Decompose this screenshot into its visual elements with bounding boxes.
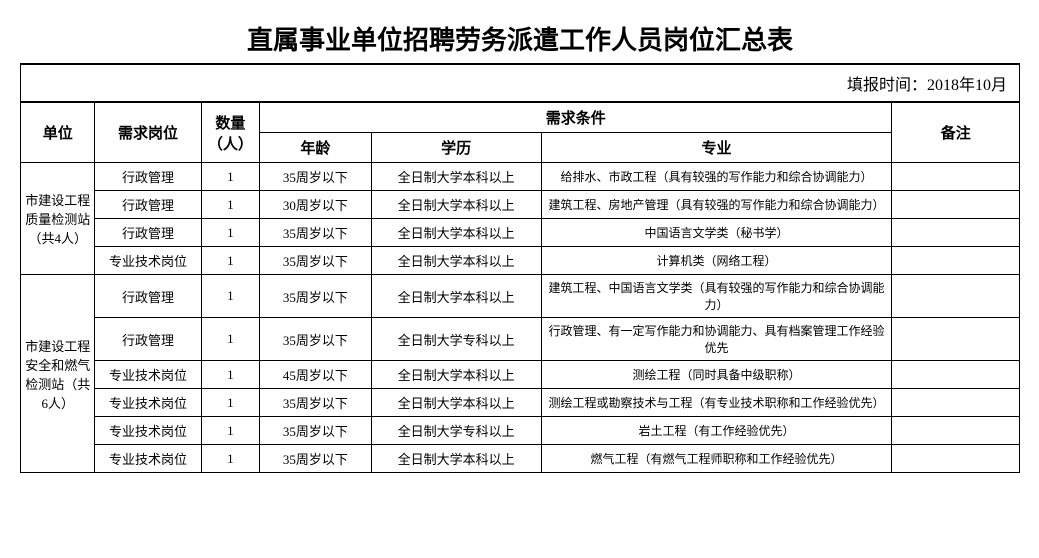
cell-qty: 1 <box>201 389 259 417</box>
cell-position: 专业技术岗位 <box>95 389 201 417</box>
th-qty: 数量（人） <box>201 103 259 163</box>
table-row: 专业技术岗位135周岁以下全日制大学专科以上岩土工程（有工作经验优先） <box>21 417 1020 445</box>
table-row: 专业技术岗位135周岁以下全日制大学本科以上计算机类（网络工程） <box>21 247 1020 275</box>
cell-note <box>892 445 1020 473</box>
cell-edu: 全日制大学本科以上 <box>371 163 541 191</box>
table-row: 专业技术岗位145周岁以下全日制大学本科以上测绘工程（同时具备中级职称） <box>21 361 1020 389</box>
cell-position: 行政管理 <box>95 163 201 191</box>
cell-note <box>892 191 1020 219</box>
cell-note <box>892 361 1020 389</box>
cell-major: 测绘工程或勘察技术与工程（有专业技术职称和工作经验优先） <box>541 389 892 417</box>
cell-note <box>892 163 1020 191</box>
cell-age: 35周岁以下 <box>260 163 372 191</box>
cell-major: 测绘工程（同时具备中级职称） <box>541 361 892 389</box>
cell-qty: 1 <box>201 318 259 361</box>
report-date-value: 2018年10月 <box>927 77 1007 94</box>
cell-note <box>892 318 1020 361</box>
cell-unit: 市建设工程安全和燃气检测站（共6人） <box>21 275 95 473</box>
cell-qty: 1 <box>201 247 259 275</box>
cell-major: 行政管理、有一定写作能力和协调能力、具有档案管理工作经验优先 <box>541 318 892 361</box>
cell-age: 35周岁以下 <box>260 389 372 417</box>
cell-edu: 全日制大学本科以上 <box>371 219 541 247</box>
th-conditions: 需求条件 <box>260 103 892 133</box>
table-row: 市建设工程质量检测站（共4人）行政管理135周岁以下全日制大学本科以上给排水、市… <box>21 163 1020 191</box>
cell-major: 燃气工程（有燃气工程师职称和工作经验优先） <box>541 445 892 473</box>
report-date-label: 填报时间： <box>847 77 927 94</box>
cell-qty: 1 <box>201 275 259 318</box>
cell-position: 专业技术岗位 <box>95 247 201 275</box>
cell-note <box>892 247 1020 275</box>
cell-major: 给排水、市政工程（具有较强的写作能力和综合协调能力） <box>541 163 892 191</box>
cell-position: 行政管理 <box>95 219 201 247</box>
table-row: 专业技术岗位135周岁以下全日制大学本科以上燃气工程（有燃气工程师职称和工作经验… <box>21 445 1020 473</box>
page-title: 直属事业单位招聘劳务派遣工作人员岗位汇总表 <box>20 20 1020 65</box>
cell-age: 35周岁以下 <box>260 247 372 275</box>
cell-edu: 全日制大学本科以上 <box>371 361 541 389</box>
cell-age: 30周岁以下 <box>260 191 372 219</box>
th-unit: 单位 <box>21 103 95 163</box>
th-note: 备注 <box>892 103 1020 163</box>
cell-qty: 1 <box>201 361 259 389</box>
th-education: 学历 <box>371 133 541 163</box>
cell-edu: 全日制大学专科以上 <box>371 417 541 445</box>
report-date-row: 填报时间：2018年10月 <box>20 65 1020 102</box>
th-position: 需求岗位 <box>95 103 201 163</box>
table-row: 行政管理130周岁以下全日制大学本科以上建筑工程、房地产管理（具有较强的写作能力… <box>21 191 1020 219</box>
cell-qty: 1 <box>201 219 259 247</box>
cell-position: 专业技术岗位 <box>95 417 201 445</box>
cell-major: 建筑工程、中国语言文学类（具有较强的写作能力和综合协调能力） <box>541 275 892 318</box>
cell-age: 35周岁以下 <box>260 445 372 473</box>
cell-position: 行政管理 <box>95 275 201 318</box>
cell-unit: 市建设工程质量检测站（共4人） <box>21 163 95 275</box>
cell-edu: 全日制大学本科以上 <box>371 389 541 417</box>
th-major: 专业 <box>541 133 892 163</box>
table-row: 行政管理135周岁以下全日制大学专科以上行政管理、有一定写作能力和协调能力、具有… <box>21 318 1020 361</box>
cell-qty: 1 <box>201 417 259 445</box>
cell-major: 中国语言文学类（秘书学） <box>541 219 892 247</box>
table-row: 市建设工程安全和燃气检测站（共6人）行政管理135周岁以下全日制大学本科以上建筑… <box>21 275 1020 318</box>
cell-edu: 全日制大学本科以上 <box>371 445 541 473</box>
cell-position: 专业技术岗位 <box>95 361 201 389</box>
cell-note <box>892 275 1020 318</box>
cell-major: 建筑工程、房地产管理（具有较强的写作能力和综合协调能力） <box>541 191 892 219</box>
cell-edu: 全日制大学专科以上 <box>371 318 541 361</box>
cell-position: 专业技术岗位 <box>95 445 201 473</box>
cell-age: 35周岁以下 <box>260 275 372 318</box>
table-row: 行政管理135周岁以下全日制大学本科以上中国语言文学类（秘书学） <box>21 219 1020 247</box>
cell-note <box>892 219 1020 247</box>
cell-note <box>892 417 1020 445</box>
cell-qty: 1 <box>201 163 259 191</box>
cell-position: 行政管理 <box>95 191 201 219</box>
cell-age: 35周岁以下 <box>260 318 372 361</box>
cell-edu: 全日制大学本科以上 <box>371 247 541 275</box>
th-age: 年龄 <box>260 133 372 163</box>
cell-edu: 全日制大学本科以上 <box>371 191 541 219</box>
cell-age: 45周岁以下 <box>260 361 372 389</box>
cell-qty: 1 <box>201 191 259 219</box>
positions-table: 单位 需求岗位 数量（人） 需求条件 备注 年龄 学历 专业 市建设工程质量检测… <box>20 102 1020 473</box>
table-row: 专业技术岗位135周岁以下全日制大学本科以上测绘工程或勘察技术与工程（有专业技术… <box>21 389 1020 417</box>
cell-position: 行政管理 <box>95 318 201 361</box>
cell-major: 计算机类（网络工程） <box>541 247 892 275</box>
cell-note <box>892 389 1020 417</box>
cell-edu: 全日制大学本科以上 <box>371 275 541 318</box>
cell-age: 35周岁以下 <box>260 219 372 247</box>
cell-age: 35周岁以下 <box>260 417 372 445</box>
cell-qty: 1 <box>201 445 259 473</box>
cell-major: 岩土工程（有工作经验优先） <box>541 417 892 445</box>
